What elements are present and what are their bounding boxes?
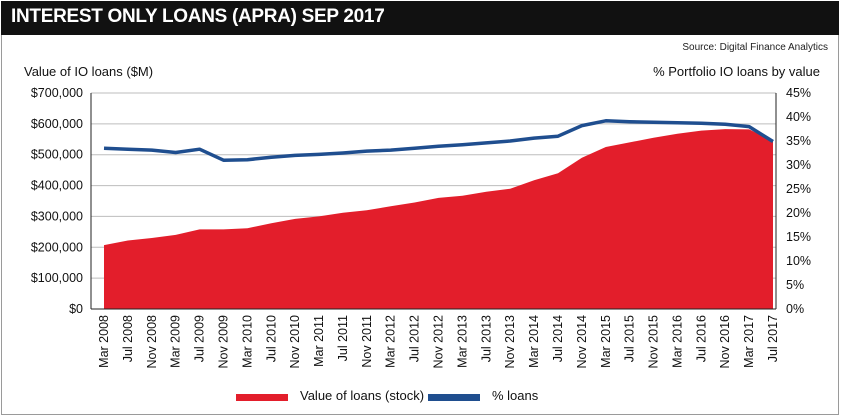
left-tick-label: $100,000 (31, 271, 83, 285)
left-tick-label: $500,000 (31, 148, 83, 162)
x-tick-label: Mar 2015 (599, 315, 613, 368)
x-tick-label: Mar 2014 (527, 315, 541, 368)
right-tick-label: 35% (786, 134, 811, 148)
x-tick-label: Mar 2010 (240, 315, 254, 368)
x-tick-label: Mar 2008 (97, 315, 111, 368)
x-axis-ticks: Mar 2008 Jul 2008 Nov 2008 Mar 2009 Jul 2009… (97, 315, 780, 369)
left-tick-label: $700,000 (31, 86, 83, 100)
legend-swatch-pct (428, 394, 480, 401)
right-tick-label: 45% (786, 86, 811, 100)
x-tick-label: Jul 2011 (336, 315, 350, 361)
x-tick-label: Nov 2012 (432, 315, 446, 369)
x-tick-label: Jul 2015 (623, 315, 637, 362)
title-bar: INTEREST ONLY LOANS (APRA) SEP 2017 (1, 1, 839, 35)
x-tick-label: Mar 2013 (455, 315, 469, 368)
x-tick-label: Nov 2009 (216, 315, 230, 369)
left-tick-label: $0 (69, 302, 83, 316)
x-tick-label: Nov 2010 (288, 315, 302, 369)
x-tick-label: Jul 2010 (264, 315, 278, 362)
x-tick-label: Nov 2016 (718, 315, 732, 369)
x-tick-label: Mar 2016 (670, 315, 684, 368)
line-points (103, 120, 774, 161)
left-axis-label: Value of IO loans ($M) (24, 64, 154, 79)
x-tick-label: Jul 2016 (694, 315, 708, 362)
x-tick-label: Jul 2017 (766, 315, 780, 362)
right-tick-label: 25% (786, 182, 811, 196)
legend-label-pct: % loans (492, 388, 539, 403)
x-tick-label: Nov 2013 (503, 315, 517, 369)
right-tick-label: 15% (786, 230, 811, 244)
right-tick-label: 20% (786, 206, 811, 220)
right-axis-ticks: 0% 5% 10% 15% 20% 25% 30% 35% 40% 45% (786, 86, 811, 316)
x-tick-label: Jul 2013 (479, 315, 493, 362)
right-axis-label: % Portfolio IO loans by value (653, 64, 820, 79)
x-tick-label: Jul 2008 (121, 315, 135, 362)
x-tick-label: Mar 2012 (384, 315, 398, 368)
right-tick-label: 30% (786, 158, 811, 172)
left-tick-label: $400,000 (31, 179, 83, 193)
x-tick-label: Nov 2008 (145, 315, 159, 369)
left-tick-label: $200,000 (31, 240, 83, 254)
area-points (103, 129, 774, 246)
x-tick-label: Jul 2014 (551, 315, 565, 362)
legend: Value of loans (stock) % loans (0, 388, 842, 408)
legend-label-value: Value of loans (stock) (300, 388, 425, 403)
x-tick-label: Nov 2015 (647, 315, 661, 369)
chart-title: INTEREST ONLY LOANS (APRA) SEP 2017 (11, 6, 385, 27)
source-note: Source: Digital Finance Analytics (682, 42, 828, 53)
x-tick-label: Mar 2017 (742, 315, 756, 368)
x-tick-label: Jul 2009 (193, 315, 207, 362)
x-tick-label: Mar 2009 (169, 315, 183, 368)
right-tick-label: 10% (786, 254, 811, 268)
axes (90, 93, 777, 310)
series-area-value-of-loans (104, 129, 773, 309)
right-tick-label: 0% (786, 302, 804, 316)
right-tick-label: 40% (786, 110, 811, 124)
left-tick-label: $600,000 (31, 117, 83, 131)
x-tick-label: Mar 2011 (312, 315, 326, 367)
x-tick-label: Jul 2012 (408, 315, 422, 362)
x-tick-label: Nov 2011 (360, 315, 374, 368)
legend-swatch-value (236, 394, 288, 401)
series-line-pct-loans (103, 119, 774, 162)
left-tick-label: $300,000 (31, 209, 83, 223)
right-tick-label: 5% (786, 278, 804, 292)
x-tick-label: Nov 2014 (575, 315, 589, 369)
left-axis-ticks: $0 $100,000 $200,000 $300,000 $400,000 $500,0… (31, 86, 83, 316)
